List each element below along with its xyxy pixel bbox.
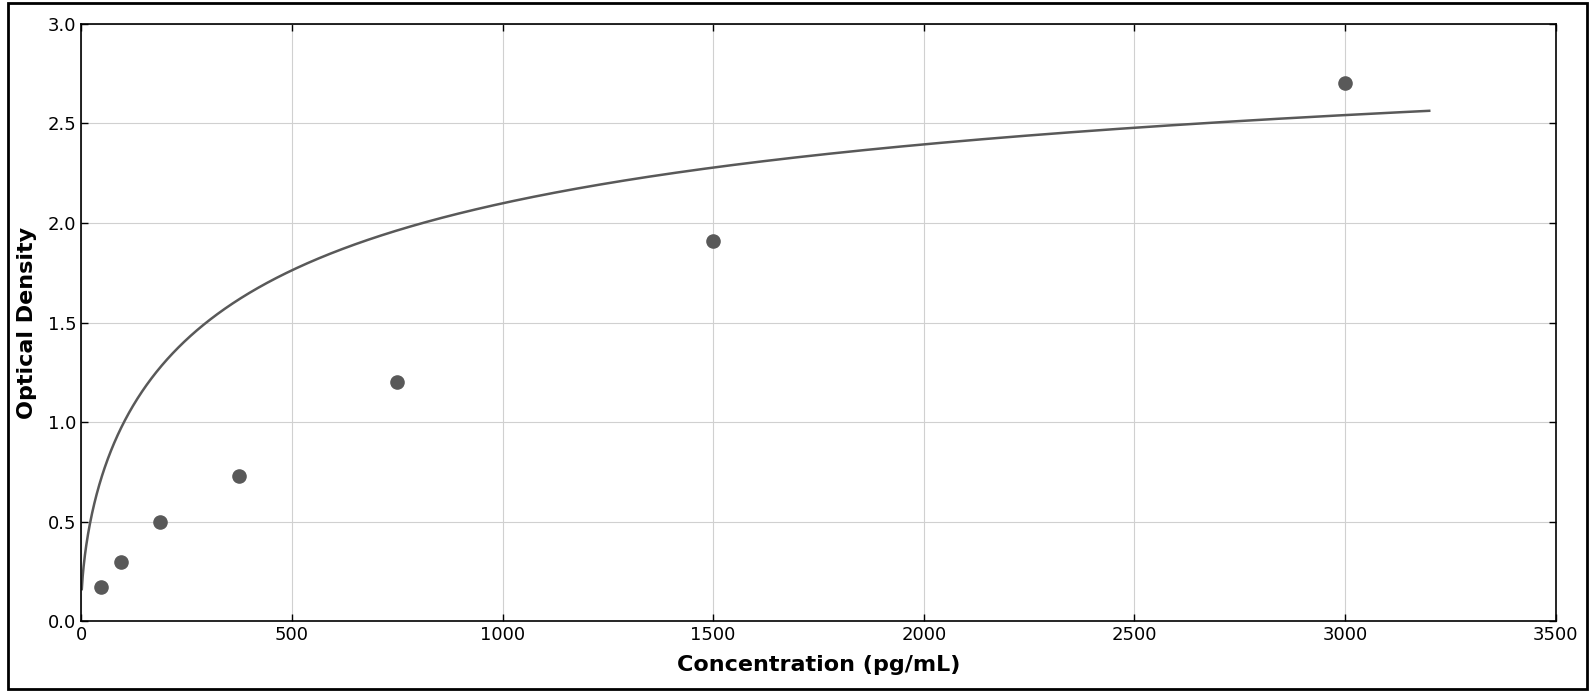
Point xyxy=(700,235,726,246)
Point xyxy=(88,582,113,593)
Point xyxy=(108,556,134,567)
Point xyxy=(1332,78,1357,89)
Y-axis label: Optical Density: Optical Density xyxy=(16,226,37,419)
Point xyxy=(384,376,410,388)
X-axis label: Concentration (pg/mL): Concentration (pg/mL) xyxy=(676,655,960,675)
Point xyxy=(148,516,174,527)
Point xyxy=(226,471,252,482)
